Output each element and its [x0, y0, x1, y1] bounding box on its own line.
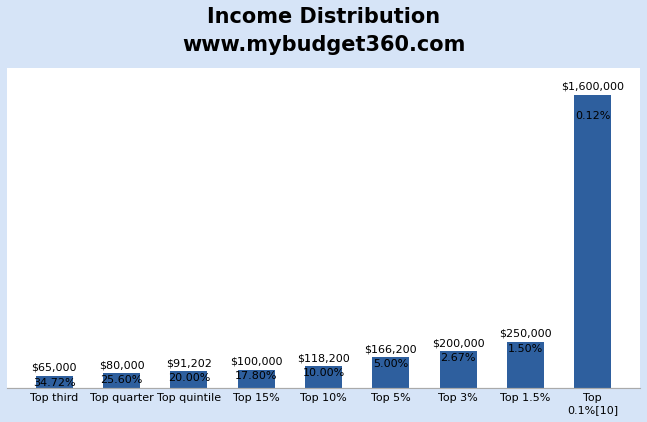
Text: 10.00%: 10.00% [302, 368, 345, 378]
Text: 0.12%: 0.12% [575, 111, 611, 121]
Bar [372, 357, 410, 388]
Text: $65,000: $65,000 [32, 363, 77, 373]
Text: $100,000: $100,000 [230, 357, 283, 366]
Bar [305, 366, 342, 388]
Text: 5.00%: 5.00% [373, 359, 408, 369]
Text: 2.67%: 2.67% [441, 353, 476, 363]
Text: 1.50%: 1.50% [508, 344, 543, 354]
Text: $250,000: $250,000 [499, 329, 552, 339]
Bar [507, 342, 544, 388]
Title: Income Distribution
www.mybudget360.com: Income Distribution www.mybudget360.com [182, 7, 465, 55]
Text: 17.80%: 17.80% [235, 371, 278, 381]
Bar [36, 376, 72, 388]
Bar [103, 373, 140, 388]
Bar [575, 95, 611, 388]
Bar [170, 371, 208, 388]
Text: $80,000: $80,000 [99, 360, 144, 370]
Text: $166,200: $166,200 [364, 344, 417, 354]
Text: 25.60%: 25.60% [100, 375, 143, 385]
Bar [439, 351, 477, 388]
Text: $200,000: $200,000 [432, 338, 485, 348]
Text: 20.00%: 20.00% [168, 373, 210, 383]
Bar [237, 370, 275, 388]
Text: $91,202: $91,202 [166, 358, 212, 368]
Text: 34.72%: 34.72% [33, 378, 76, 387]
Text: $118,200: $118,200 [297, 353, 350, 363]
Text: $1,600,000: $1,600,000 [561, 82, 624, 92]
